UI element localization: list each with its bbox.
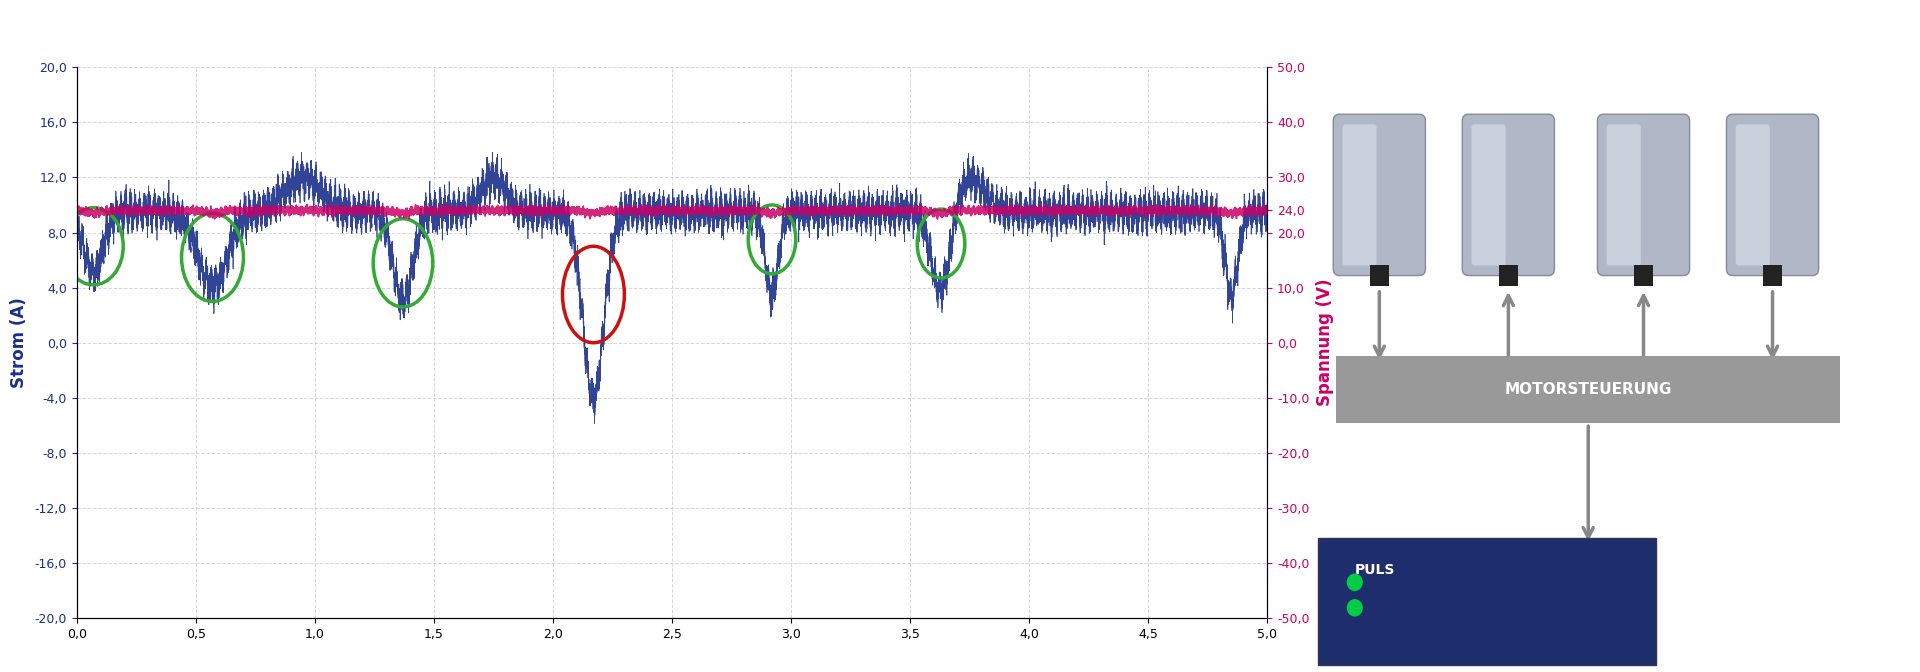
FancyBboxPatch shape: [1342, 124, 1377, 265]
Bar: [1763, 265, 1782, 286]
FancyBboxPatch shape: [1317, 538, 1655, 665]
Bar: [1634, 265, 1653, 286]
FancyBboxPatch shape: [1726, 114, 1818, 276]
FancyBboxPatch shape: [1463, 114, 1555, 276]
FancyBboxPatch shape: [1607, 124, 1642, 265]
FancyBboxPatch shape: [1332, 114, 1425, 276]
Circle shape: [1348, 574, 1361, 591]
Y-axis label: Strom (A): Strom (A): [10, 297, 27, 388]
FancyBboxPatch shape: [1597, 114, 1690, 276]
Bar: [1371, 265, 1388, 286]
Text: PULS: PULS: [1356, 562, 1396, 577]
Bar: [1500, 265, 1517, 286]
Text: MOTORSTEUERUNG: MOTORSTEUERUNG: [1505, 382, 1672, 397]
FancyBboxPatch shape: [1336, 356, 1839, 423]
FancyBboxPatch shape: [1736, 124, 1770, 265]
Circle shape: [1348, 599, 1361, 616]
Y-axis label: Spannung (V): Spannung (V): [1317, 279, 1334, 407]
FancyBboxPatch shape: [1471, 124, 1505, 265]
